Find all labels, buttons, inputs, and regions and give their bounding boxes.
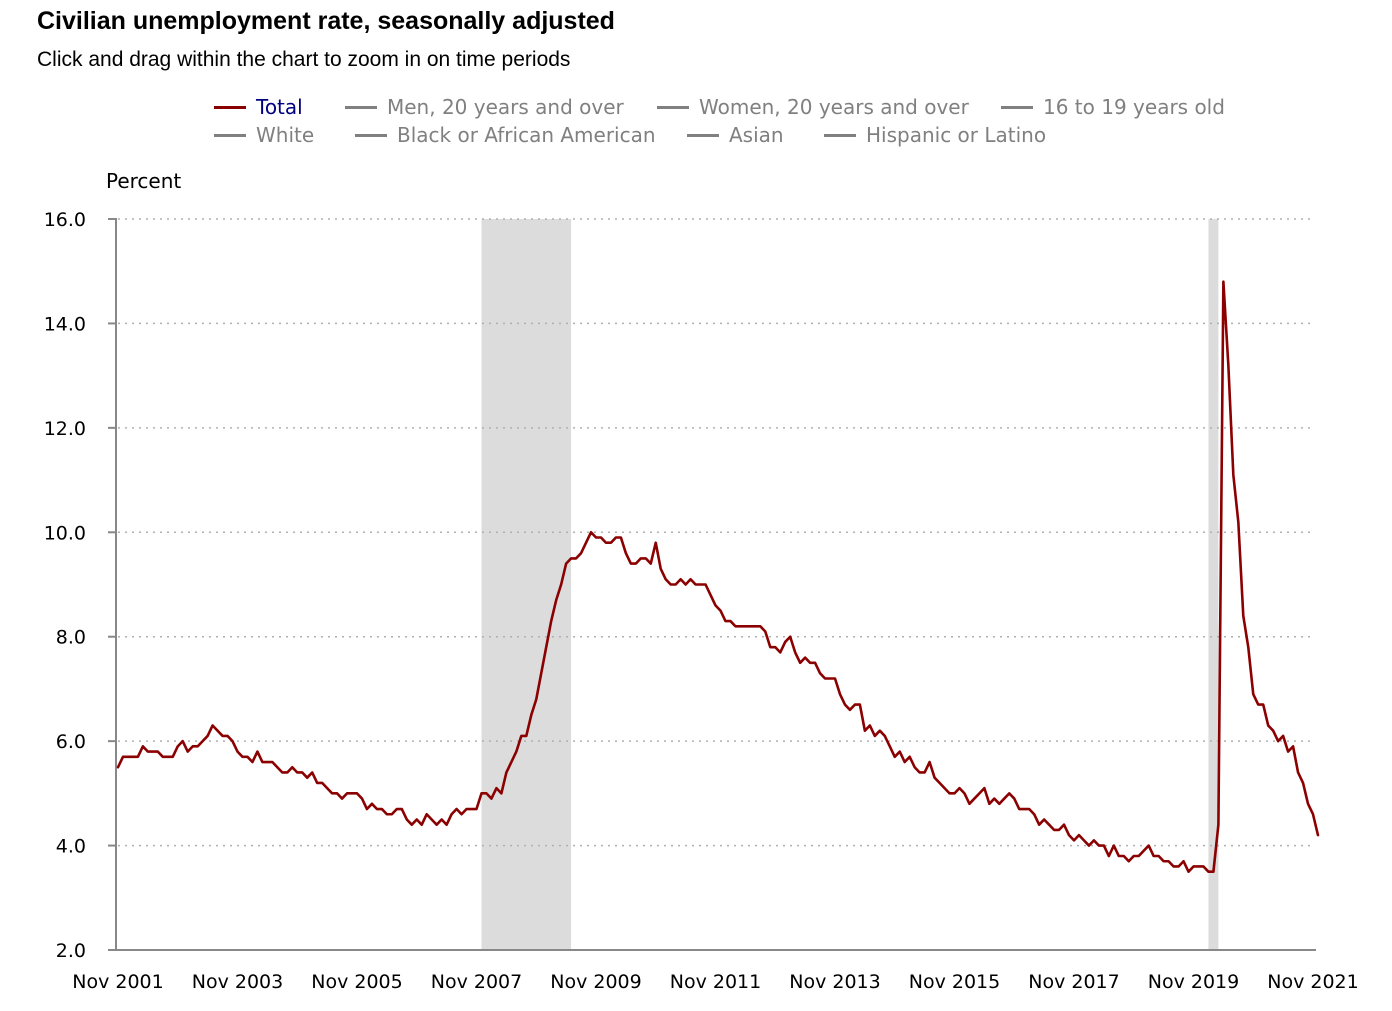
y-tick-label: 12.0 [44,418,86,440]
legend-item-black[interactable]: Black or African American [355,123,656,147]
legend-item-white[interactable]: White [214,123,314,147]
x-axis-ticks: Nov 2001 Nov 2003 Nov 2005 Nov 2007 Nov 2009… [72,971,1358,993]
legend-line-icon [345,105,377,109]
x-tick-label: Nov 2009 [550,971,641,993]
legend-line-icon [214,105,246,109]
legend-item-asian[interactable]: Asian [687,123,784,147]
y-tick-label: 10.0 [44,522,86,544]
y-axis-label: Percent [106,169,181,193]
x-tick-label: Nov 2007 [431,971,522,993]
x-tick-label: Nov 2013 [789,971,880,993]
x-tick-label: Nov 2015 [909,971,1000,993]
x-tick-label: Nov 2019 [1148,971,1239,993]
legend: Total Men, 20 years and over Women, 20 y… [0,0,1392,160]
legend-label: Total [256,95,303,119]
y-axis-ticks: 2.0 4.0 6.0 8.0 10.0 12.0 14.0 16.0 [44,209,116,962]
legend-line-icon [824,133,856,137]
legend-line-icon [214,133,246,137]
x-tick-label: Nov 2017 [1028,971,1119,993]
series-group [116,280,1320,873]
y-tick-label: 6.0 [56,731,86,753]
legend-line-icon [657,105,689,109]
legend-label: 16 to 19 years old [1043,95,1225,119]
y-tick-label: 2.0 [56,940,86,962]
chart-subtitle: Click and drag within the chart to zoom … [37,48,571,71]
x-tick-label: Nov 2021 [1267,971,1358,993]
legend-label: White [256,123,315,147]
legend-line-icon [355,133,387,137]
legend-item-men-20-over[interactable]: Men, 20 years and over [345,95,624,119]
recession-band [481,219,572,950]
y-tick-label: 8.0 [56,627,86,649]
y-tick-label: 14.0 [44,313,86,335]
x-tick-label: Nov 2005 [311,971,402,993]
legend-label: Hispanic or Latino [866,123,1047,147]
series-line-total[interactable] [116,280,1320,873]
legend-label: Asian [729,123,784,147]
legend-item-women-20-over[interactable]: Women, 20 years and over [657,95,969,119]
x-tick-label: Nov 2001 [72,971,163,993]
legend-line-icon [1001,105,1033,109]
legend-label: Black or African American [397,123,656,147]
legend-item-total[interactable]: Total [214,95,303,119]
recession-band [1208,219,1219,950]
y-tick-label: 4.0 [56,836,86,858]
y-tick-label: 16.0 [44,209,86,231]
legend-item-hispanic[interactable]: Hispanic or Latino [824,123,1046,147]
legend-label: Women, 20 years and over [699,95,969,119]
legend-label: Men, 20 years and over [387,95,624,119]
chart-title: Civilian unemployment rate, seasonally a… [37,7,615,35]
legend-line-icon [687,133,719,137]
gridlines [118,218,1312,847]
x-tick-label: Nov 2011 [670,971,761,993]
x-tick-label: Nov 2003 [192,971,283,993]
recession-bands [481,219,1219,950]
legend-item-16-19[interactable]: 16 to 19 years old [1001,95,1225,119]
